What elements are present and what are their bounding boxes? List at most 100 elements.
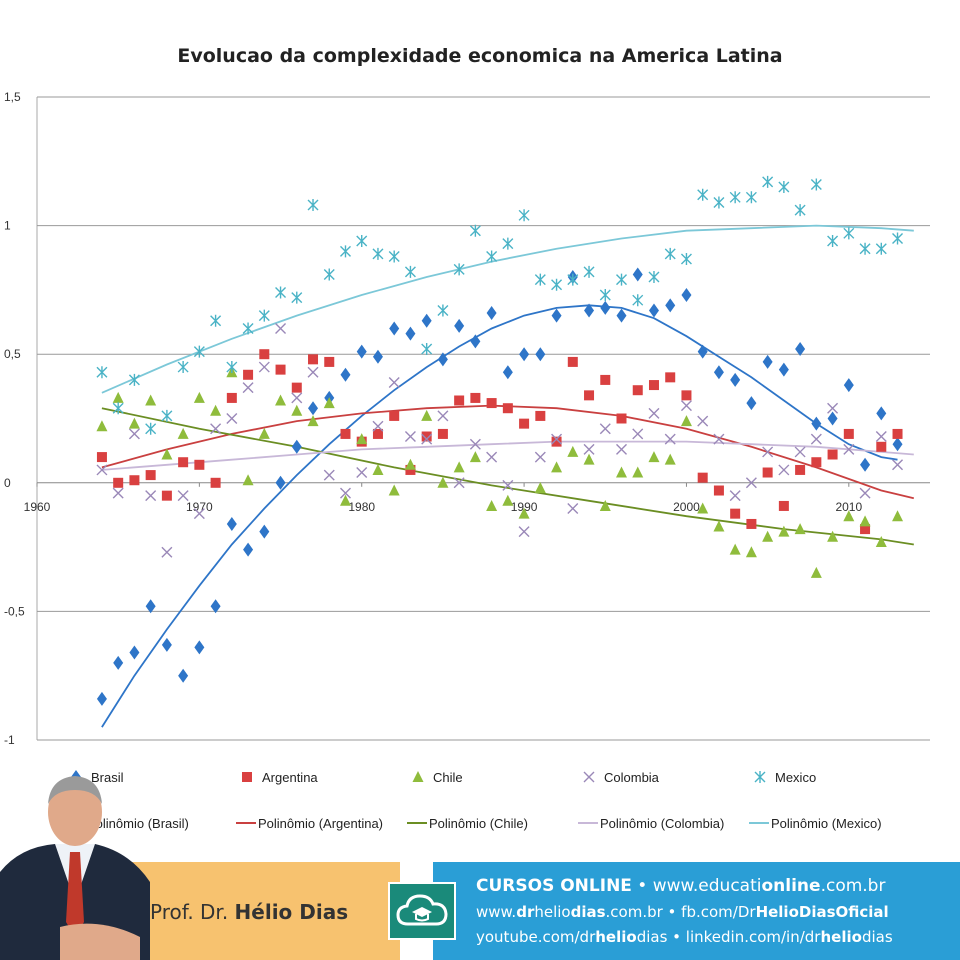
data-point bbox=[860, 524, 871, 535]
data-point bbox=[875, 535, 887, 547]
y-tick-label: -0,5 bbox=[4, 604, 25, 618]
data-point bbox=[340, 428, 351, 439]
data-point bbox=[810, 433, 822, 445]
data-point bbox=[242, 382, 254, 394]
data-point bbox=[794, 204, 806, 217]
data-point bbox=[307, 199, 319, 212]
x-tick-label: 2010 bbox=[835, 500, 862, 514]
data-point bbox=[778, 362, 789, 377]
data-point bbox=[843, 227, 855, 240]
y-tick-label: 1,5 bbox=[4, 90, 21, 104]
data-point bbox=[876, 441, 887, 452]
data-point bbox=[243, 542, 254, 557]
legend-label: Polinômio (Brasil) bbox=[87, 816, 189, 831]
data-point bbox=[291, 392, 303, 404]
data-point bbox=[372, 247, 384, 260]
legend-marker bbox=[412, 771, 424, 782]
data-point bbox=[226, 361, 238, 374]
data-point bbox=[324, 356, 335, 367]
data-point bbox=[730, 508, 741, 519]
data-point bbox=[745, 191, 757, 204]
data-point bbox=[404, 265, 416, 278]
data-point bbox=[210, 477, 221, 488]
data-point bbox=[648, 451, 660, 463]
data-point bbox=[275, 475, 286, 490]
data-point bbox=[421, 409, 433, 421]
data-point bbox=[518, 507, 530, 519]
data-point bbox=[339, 487, 351, 499]
data-point bbox=[632, 428, 644, 440]
data-point bbox=[128, 373, 140, 386]
data-point bbox=[664, 433, 676, 445]
data-point bbox=[827, 402, 839, 414]
data-point bbox=[632, 294, 644, 307]
data-point bbox=[469, 438, 481, 450]
data-point bbox=[681, 390, 692, 401]
data-point bbox=[567, 503, 579, 515]
data-point bbox=[145, 422, 157, 435]
data-point bbox=[502, 494, 514, 506]
data-point bbox=[194, 640, 205, 655]
data-point bbox=[486, 499, 498, 511]
data-point bbox=[372, 428, 383, 439]
data-point bbox=[762, 354, 773, 369]
data-point bbox=[843, 428, 854, 439]
data-point bbox=[372, 463, 384, 475]
y-tick-label: 0 bbox=[4, 476, 11, 490]
data-point bbox=[486, 451, 498, 463]
data-point bbox=[713, 196, 725, 209]
data-point bbox=[600, 300, 611, 315]
data-point bbox=[388, 250, 400, 263]
data-point bbox=[729, 490, 741, 502]
data-point bbox=[729, 191, 741, 204]
data-point bbox=[599, 289, 611, 302]
cloud-graduation-icon bbox=[396, 894, 448, 926]
data-point bbox=[584, 303, 595, 318]
data-point bbox=[827, 235, 839, 248]
data-point bbox=[827, 530, 839, 542]
data-point bbox=[632, 385, 643, 396]
y-tick-label: 0,5 bbox=[4, 347, 21, 361]
data-point bbox=[599, 499, 611, 511]
data-point bbox=[859, 242, 871, 255]
data-point bbox=[697, 188, 709, 201]
data-point bbox=[892, 428, 903, 439]
data-point bbox=[795, 464, 806, 475]
y-tick-label: 1 bbox=[4, 219, 11, 233]
data-point bbox=[762, 446, 774, 458]
data-point bbox=[308, 354, 319, 365]
legend-label: Polinômio (Colombia) bbox=[600, 816, 724, 831]
data-point bbox=[177, 427, 189, 439]
data-point bbox=[145, 599, 156, 614]
data-point bbox=[178, 668, 189, 683]
data-point bbox=[713, 520, 725, 532]
data-point bbox=[583, 265, 595, 278]
data-point bbox=[697, 502, 709, 514]
legend-label: Colombia bbox=[604, 770, 660, 785]
x-tick-label: 1970 bbox=[186, 500, 213, 514]
data-point bbox=[616, 443, 628, 455]
data-point bbox=[291, 404, 303, 416]
legend-label: Mexico bbox=[775, 770, 816, 785]
data-point bbox=[323, 469, 335, 481]
data-point bbox=[421, 343, 433, 356]
data-point bbox=[892, 459, 904, 471]
data-point bbox=[778, 181, 790, 194]
data-point bbox=[551, 278, 563, 291]
data-point bbox=[583, 443, 595, 455]
data-point bbox=[453, 263, 465, 276]
legend-label: Polinômio (Argentina) bbox=[258, 816, 383, 831]
data-point bbox=[535, 410, 546, 421]
x-tick-label: 2000 bbox=[673, 500, 700, 514]
data-point bbox=[551, 461, 563, 473]
data-point bbox=[356, 433, 368, 445]
data-point bbox=[745, 477, 757, 489]
data-point bbox=[730, 372, 741, 387]
data-point bbox=[275, 364, 286, 375]
data-point bbox=[275, 394, 287, 406]
data-point bbox=[470, 334, 481, 349]
data-point bbox=[388, 376, 400, 388]
data-point bbox=[258, 427, 270, 439]
data-point bbox=[453, 461, 465, 473]
data-point bbox=[762, 175, 774, 188]
